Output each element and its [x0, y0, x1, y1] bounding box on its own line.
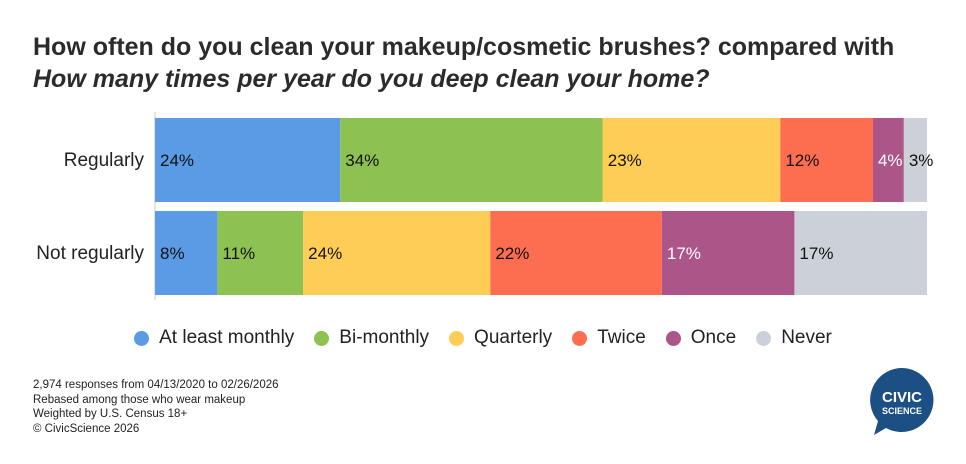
bar-segment-regularly-never — [903, 118, 927, 202]
chart-title: How often do you clean your makeup/cosme… — [33, 31, 933, 95]
footnote-weighting: Weighted by U.S. Census 18+ — [33, 408, 188, 420]
data-label-not-regularly-twice: 22% — [495, 244, 529, 263]
logo-text-science: SCIENCE — [882, 406, 922, 416]
data-label-regularly-never: 3% — [909, 151, 934, 170]
legend-label-twice: Twice — [597, 327, 646, 348]
data-label-regularly-once: 4% — [878, 151, 903, 170]
legend-label-quarterly: Quarterly — [474, 327, 553, 348]
bar-segment-not-regularly-at-least-monthly — [155, 211, 218, 295]
legend-item-bi-monthly: Bi-monthly — [314, 327, 429, 349]
legend-swatch-twice — [572, 330, 588, 346]
bar-segment-regularly-twice — [780, 118, 873, 202]
bar-segment-not-regularly-bi-monthly — [217, 211, 304, 295]
bar-segment-regularly-once — [872, 118, 904, 202]
title-question-2: How many times per year do you deep clea… — [33, 65, 710, 93]
legend-label-at-least-monthly: At least monthly — [159, 327, 295, 348]
category-label-not-regularly: Not regularly — [36, 243, 144, 264]
legend-swatch-bi-monthly — [314, 330, 330, 346]
bar-segment-regularly-at-least-monthly — [155, 118, 341, 202]
bar-segment-not-regularly-twice — [490, 211, 662, 295]
legend-swatch-quarterly — [449, 330, 465, 346]
data-label-regularly-quarterly: 23% — [608, 151, 642, 170]
bar-segment-not-regularly-once — [661, 211, 795, 295]
bar-segment-not-regularly-never — [794, 211, 927, 295]
legend-swatch-at-least-monthly — [134, 330, 150, 346]
stacked-bar-chart: 24% 34% 23% 12% 4% 3% Regularly 8% 11% 24% 22% 17% 1… — [36, 112, 934, 300]
title-question-1: How often do you clean your makeup/cosme… — [33, 33, 711, 61]
footnote-responses: 2,974 responses from 04/13/2020 to 02/26… — [33, 379, 279, 391]
legend-label-once: Once — [690, 327, 737, 348]
bar-segment-regularly-quarterly — [602, 118, 781, 202]
bar-segment-regularly-bi-monthly — [340, 118, 603, 202]
data-label-regularly-bi-monthly: 34% — [345, 151, 379, 170]
legend-swatch-once — [665, 330, 681, 346]
civicscience-logo: CIVIC SCIENCE — [870, 368, 934, 435]
footnotes: 2,974 responses from 04/13/2020 to 02/26… — [33, 378, 279, 436]
logo-speech-bubble — [870, 368, 934, 435]
category-label-regularly: Regularly — [64, 150, 145, 171]
data-label-not-regularly-never: 17% — [799, 244, 833, 263]
logo-text-civic: CIVIC — [882, 389, 922, 406]
footnote-rebase: Rebased among those who wear makeup — [33, 393, 246, 406]
legend-item-never: Never — [756, 327, 832, 349]
data-label-regularly-at-least-monthly: 24% — [160, 151, 194, 170]
legend-item-twice: Twice — [572, 327, 646, 349]
legend-item-quarterly: Quarterly — [449, 327, 552, 349]
bar-segment-not-regularly-quarterly — [303, 211, 491, 295]
data-label-regularly-twice: 12% — [785, 151, 819, 170]
legend-label-bi-monthly: Bi-monthly — [339, 327, 430, 348]
legend-item-at-least-monthly: At least monthly — [134, 327, 294, 349]
chart-legend: At least monthly Bi-monthly Quarterly Twice… — [0, 327, 966, 349]
data-label-not-regularly-bi-monthly: 11% — [222, 244, 255, 263]
title-connector: compared with — [717, 33, 895, 61]
footnote-copyright: © CivicScience 2026 — [33, 422, 140, 435]
legend-swatch-never — [756, 330, 772, 346]
legend-item-once: Once — [665, 327, 737, 349]
legend-label-never: Never — [781, 327, 832, 348]
data-label-not-regularly-at-least-monthly: 8% — [160, 244, 185, 263]
data-label-not-regularly-quarterly: 24% — [308, 244, 342, 263]
data-label-not-regularly-once: 17% — [667, 244, 701, 263]
